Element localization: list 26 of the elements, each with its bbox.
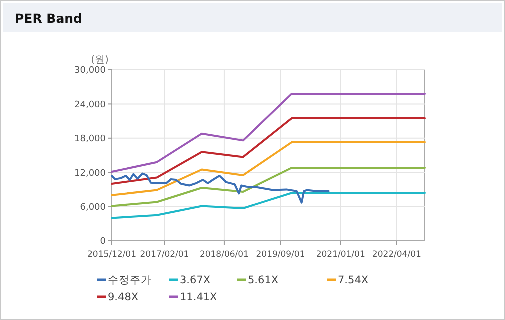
y-tick-label: 24,000 [74,100,106,110]
x-tick-label: 2019/09/01 [256,250,306,260]
y-tick-label: 30,000 [74,66,106,76]
legend-label: 수정주가 [108,274,152,287]
x-tick-label: 2015/12/01 [88,250,136,260]
legend-label: 7.54X [338,274,369,287]
legend-label: 5.61X [248,274,279,287]
line-series [111,172,330,204]
y-axis-title: (원) [91,55,109,66]
line-series [111,92,426,174]
x-tick-label: 2022/04/01 [372,250,422,260]
y-tick-label: 18,000 [74,134,106,145]
chart-title: PER Band [15,11,82,26]
line-series [111,192,426,220]
y-tick-label: 6,000 [80,202,106,213]
y-tick-label: 12,000 [74,168,106,179]
legend-label: 3.67X [180,274,211,287]
x-tick-label: 2017/02/01 [140,250,190,260]
legend-label: 9.48X [108,292,139,304]
legend-label: 11.41X [180,292,218,304]
line-series [111,167,426,208]
line-series [111,141,426,196]
line-series [111,117,426,185]
x-tick-label: 2018/06/01 [200,250,249,260]
y-tick-label: 0 [100,237,106,248]
x-tick-label: 2021/01/01 [316,250,366,260]
